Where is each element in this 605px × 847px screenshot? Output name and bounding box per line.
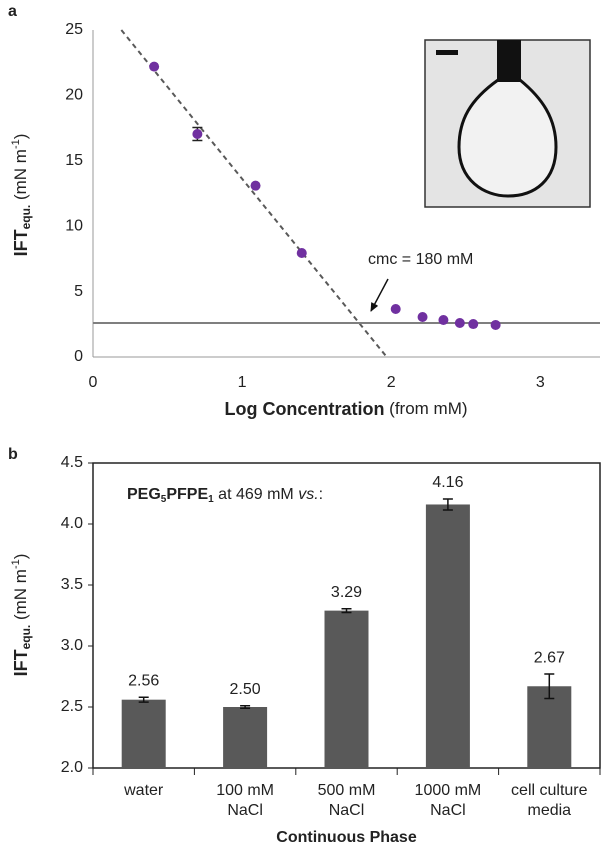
data-point <box>296 248 307 259</box>
subtitle-part: PFPE <box>166 486 208 503</box>
x-tick-label: 1000 mM <box>415 782 482 799</box>
value-label: 4.16 <box>432 474 463 491</box>
x-tick-label: cell culture <box>511 782 588 799</box>
y-tick-label: 2.5 <box>61 698 83 715</box>
y-axis-label-part: equ. <box>19 205 33 230</box>
y-axis-label-part: ) <box>11 554 30 560</box>
data-point <box>468 319 479 330</box>
y-tick-label: 15 <box>65 152 83 169</box>
droplet <box>457 78 558 198</box>
data-point <box>454 317 465 328</box>
value-label: 2.50 <box>230 681 261 698</box>
y-tick-label: 3.0 <box>61 637 83 654</box>
y-tick-label: 3.5 <box>61 576 83 593</box>
error-bar <box>341 608 352 614</box>
x-axis-label: Log Concentration (from mM) <box>224 399 467 419</box>
bar <box>527 686 572 768</box>
subtitle-part: 5 <box>161 494 167 505</box>
bar <box>324 610 369 768</box>
panel-label: b <box>8 446 18 463</box>
data-point <box>417 311 428 322</box>
x-tick-label: NaCl <box>227 802 263 819</box>
error-bar <box>240 705 251 709</box>
data-point <box>390 303 401 314</box>
y-tick-label: 20 <box>65 87 83 104</box>
x-tick-label: NaCl <box>329 802 365 819</box>
x-tick-label: 100 mM <box>216 782 274 799</box>
subtitle-part: PEG <box>127 486 161 503</box>
x-tick-label: 0 <box>89 374 98 391</box>
needle <box>497 40 521 82</box>
y-axis-label-part: (mN m <box>11 569 30 625</box>
y-axis-label: IFTequ. (mN m-1) <box>10 554 33 677</box>
value-label: 3.29 <box>331 584 362 601</box>
x-tick-label: 3 <box>536 374 545 391</box>
bar <box>223 707 268 768</box>
x-axis-label-part: (from mM) <box>384 399 467 418</box>
x-tick-label: 2 <box>387 374 396 391</box>
bar <box>425 504 470 768</box>
y-tick-label: 10 <box>65 217 83 234</box>
trend-line <box>120 29 388 358</box>
subtitle-part: 1 <box>208 494 214 505</box>
x-tick-label: water <box>123 782 164 799</box>
y-axis-label-part: -1 <box>10 139 22 149</box>
y-axis-label-part: ) <box>11 134 30 140</box>
subtitle-part: vs. <box>298 486 318 503</box>
subtitle: PEG5PFPE1 at 469 mM vs.: <box>127 486 323 504</box>
x-tick-label: media <box>528 802 572 819</box>
annotation-arrow <box>370 278 389 312</box>
x-tick-label: 1 <box>238 374 247 391</box>
y-axis-label-part: -1 <box>10 559 22 569</box>
data-point <box>149 61 160 72</box>
x-tick-label: 500 mM <box>318 782 376 799</box>
value-label: 2.56 <box>128 672 159 689</box>
error-bar <box>544 673 555 700</box>
data-point <box>490 319 501 330</box>
scale-bar <box>436 50 458 55</box>
y-axis-label-part: IFT <box>11 649 31 676</box>
inset-image <box>424 39 591 208</box>
x-tick-label: NaCl <box>430 802 466 819</box>
x-axis-label: Continuous Phase <box>276 829 417 846</box>
y-tick-label: 4.0 <box>61 515 83 532</box>
y-tick-label: 5 <box>74 283 83 300</box>
y-tick-label: 4.5 <box>61 454 83 471</box>
data-point <box>438 314 449 325</box>
bar <box>121 699 166 768</box>
subtitle-part: at 469 mM <box>214 486 298 503</box>
y-axis-label-part: IFT <box>11 229 31 256</box>
y-tick-label: 25 <box>65 21 83 38</box>
y-axis-label-part: equ. <box>19 625 33 650</box>
value-label: 2.67 <box>534 649 565 666</box>
error-bar <box>138 696 149 703</box>
y-tick-label: 2.0 <box>61 759 83 776</box>
annotation: cmc = 180 mM <box>368 251 473 268</box>
data-point <box>250 180 261 191</box>
y-tick-label: 0 <box>74 348 83 365</box>
error-bar <box>442 498 453 511</box>
y-axis-label: IFTequ. (mN m-1) <box>10 134 33 257</box>
subtitle-part: : <box>319 486 323 503</box>
y-axis-label-part: (mN m <box>11 149 30 205</box>
data-point <box>192 128 203 139</box>
panel-label: a <box>8 3 17 20</box>
x-axis-label-part: Log Concentration <box>224 399 384 419</box>
